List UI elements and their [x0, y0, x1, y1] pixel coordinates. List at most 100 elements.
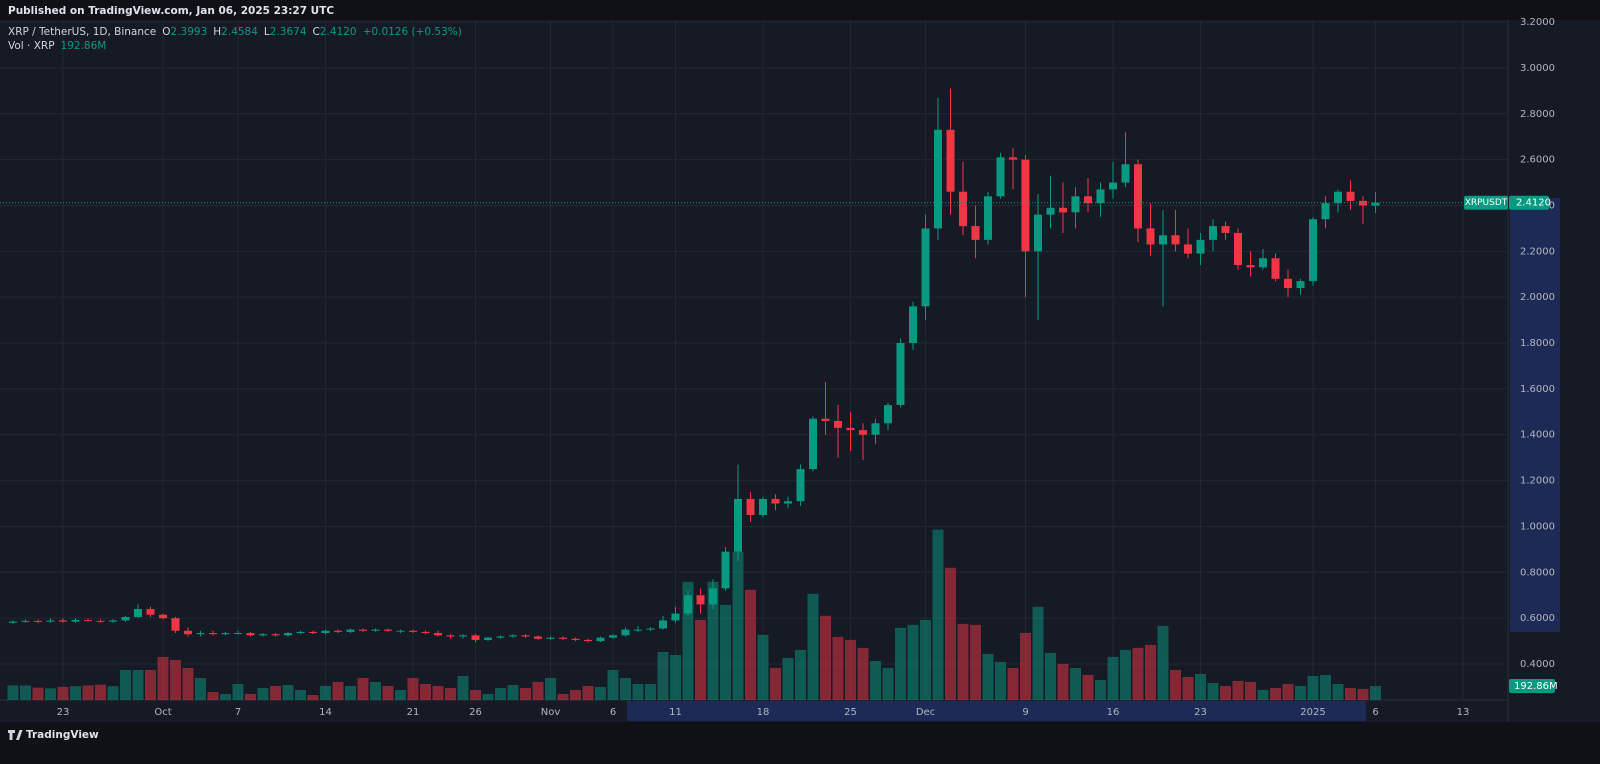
x-tick-label: 21 — [407, 707, 420, 718]
y-tick-label: 0.8000 — [1520, 567, 1555, 578]
volume-bar — [320, 685, 331, 700]
volume-bar — [195, 677, 206, 700]
volume-bar — [670, 654, 681, 700]
volume-bar — [607, 669, 619, 700]
value: 2.3674 — [270, 26, 307, 38]
candle-body — [659, 620, 667, 629]
candle-body — [1321, 203, 1330, 220]
volume-bar — [32, 687, 44, 700]
candle-body — [784, 501, 792, 504]
volume-bar — [1082, 674, 1094, 700]
volume-bar — [1332, 684, 1344, 700]
candle-body — [1334, 191, 1342, 204]
candle-body — [359, 629, 367, 631]
candle-body — [284, 633, 292, 636]
volume-bar — [1270, 688, 1281, 700]
vol-value: 192.86M — [61, 40, 107, 52]
candle-body — [1146, 228, 1155, 245]
volume-bar — [45, 688, 56, 700]
volume-bar — [907, 624, 919, 700]
candle-body — [971, 226, 980, 240]
published: Published on TradingView.com, Jan 06, 20… — [8, 5, 334, 17]
volume-bar — [557, 693, 569, 700]
candle-body — [1284, 278, 1292, 289]
volume-bar — [507, 684, 519, 700]
candle-body — [646, 628, 655, 630]
candle-body — [1371, 202, 1380, 206]
x-tick-label: 23 — [1194, 707, 1207, 718]
candle-body — [259, 634, 267, 636]
candle-body — [696, 595, 705, 605]
volume-bar — [145, 669, 156, 700]
candle-body — [1259, 258, 1267, 268]
volume-bar — [757, 634, 769, 700]
candle-body — [196, 633, 205, 635]
candle-body — [1096, 189, 1105, 204]
candle-body — [9, 621, 17, 623]
volume-bar — [720, 604, 731, 700]
volume-bar — [1357, 688, 1369, 700]
volume-bar — [1120, 649, 1131, 700]
volume-bar — [895, 627, 906, 700]
volume-bar — [1057, 663, 1069, 700]
candle-body — [109, 620, 117, 622]
candle-body — [1234, 232, 1242, 266]
volume-bar — [832, 636, 844, 700]
candle-body — [21, 620, 30, 622]
volume-bar — [332, 681, 344, 700]
candle-body — [996, 157, 1005, 197]
volume-bar — [657, 651, 669, 700]
x-tick-label: 6 — [610, 707, 616, 718]
candle-body — [621, 629, 630, 636]
candle-body — [984, 196, 992, 240]
volume-bar — [1145, 644, 1156, 700]
candle-body — [421, 631, 430, 634]
volume-bar — [745, 589, 756, 700]
y-tick-label: 2.6000 — [1520, 155, 1555, 166]
volume-bar — [795, 649, 806, 700]
candle-body — [1209, 226, 1217, 240]
candle-body — [634, 629, 642, 631]
x-tick-label: 26 — [469, 707, 482, 718]
volume-bar — [95, 684, 106, 700]
candle-body — [246, 633, 255, 636]
volume-bar — [845, 639, 856, 700]
candle-body — [834, 420, 842, 428]
time-range-highlight — [627, 701, 1366, 721]
volume-bar — [1007, 667, 1019, 700]
y-tick-label: 0.4000 — [1520, 659, 1555, 670]
volume-bar — [132, 669, 144, 700]
candle-body — [384, 629, 392, 631]
y-tick-label: 1.0000 — [1520, 521, 1555, 532]
volume-bar — [395, 689, 406, 700]
y-tick-label: 2.8000 — [1520, 109, 1555, 120]
candle-body — [1221, 226, 1230, 233]
candle-body — [234, 633, 242, 635]
volume-bar — [645, 684, 656, 700]
volume-bar — [545, 677, 556, 700]
candle-body — [546, 637, 555, 639]
change: +0.0126 (+0.53%) — [363, 26, 462, 38]
vol-title: Vol · XRP — [8, 40, 55, 52]
volume-bar — [432, 685, 444, 700]
candle-body — [1184, 244, 1192, 254]
volume-bar — [1032, 606, 1044, 700]
footer — [0, 722, 1600, 764]
candle-body — [596, 637, 605, 642]
volume-bar — [1345, 688, 1356, 700]
candle-body — [1346, 191, 1355, 201]
volume-bar — [7, 685, 19, 700]
volume-bar — [445, 688, 456, 700]
candle-body — [1109, 182, 1117, 190]
volume-bar — [732, 551, 744, 700]
volume-bar — [945, 567, 956, 700]
top-bar — [0, 0, 1600, 20]
price-tag — [1509, 195, 1549, 210]
volume-bar — [1132, 647, 1144, 700]
candle-body — [96, 620, 105, 622]
volume-bar — [307, 694, 319, 700]
candle-body — [1309, 219, 1317, 282]
candle-body — [496, 636, 505, 638]
y-tick-label: 1.4000 — [1520, 430, 1555, 441]
x-tick-label: Dec — [916, 707, 935, 718]
